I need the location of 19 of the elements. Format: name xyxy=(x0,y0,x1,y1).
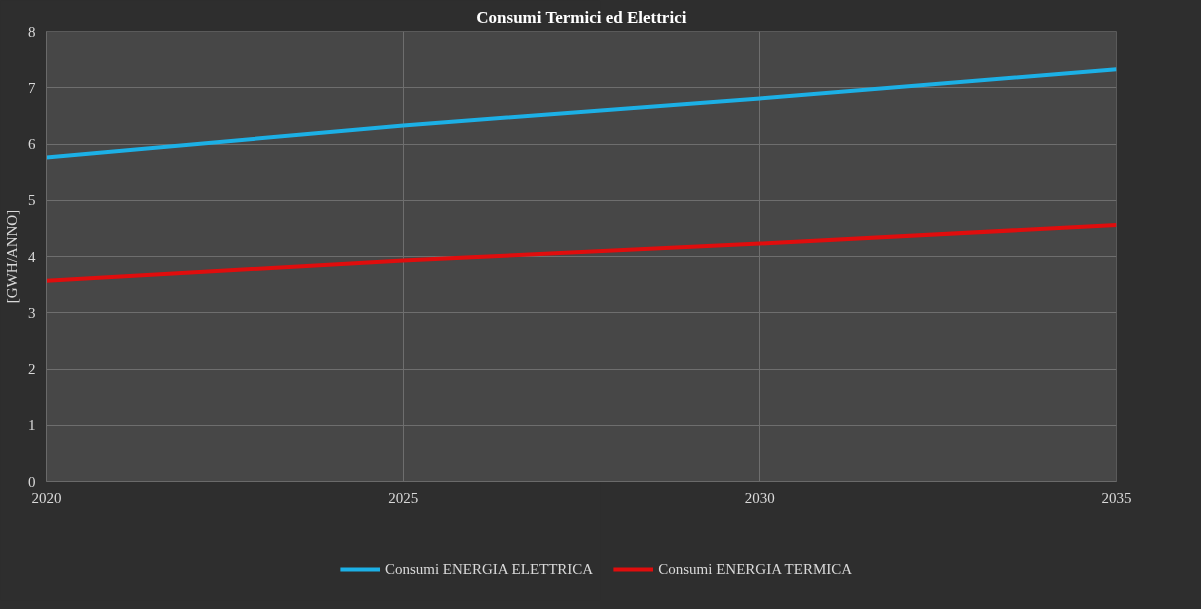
y-tick-label: 7 xyxy=(28,79,36,96)
chart-title: Consumi Termici ed Elettrici xyxy=(476,7,687,27)
y-tick-label: 5 xyxy=(28,192,36,209)
y-tick-label: 1 xyxy=(28,417,36,434)
y-tick-label: 6 xyxy=(28,136,36,152)
legend-label: Consumi ENERGIA ELETTRICA xyxy=(384,560,594,578)
x-tick-label: 2035 xyxy=(1101,489,1132,506)
x-tick-label: 2020 xyxy=(31,489,62,506)
y-tick-label: 3 xyxy=(28,304,36,321)
x-tick-label: 2025 xyxy=(388,489,419,506)
y-axis-title: [GWH/ANNO] xyxy=(4,209,20,304)
x-tick-label: 2030 xyxy=(744,489,775,506)
y-tick-label: 8 xyxy=(28,23,36,40)
line-series xyxy=(46,67,1117,160)
legend-label: Consumi ENERGIA TERMICA xyxy=(658,560,853,578)
line-series xyxy=(46,223,1117,283)
y-tick-label: 4 xyxy=(28,248,36,265)
y-tick-label: 2 xyxy=(28,361,36,377)
y-tick-label: 0 xyxy=(28,473,36,490)
